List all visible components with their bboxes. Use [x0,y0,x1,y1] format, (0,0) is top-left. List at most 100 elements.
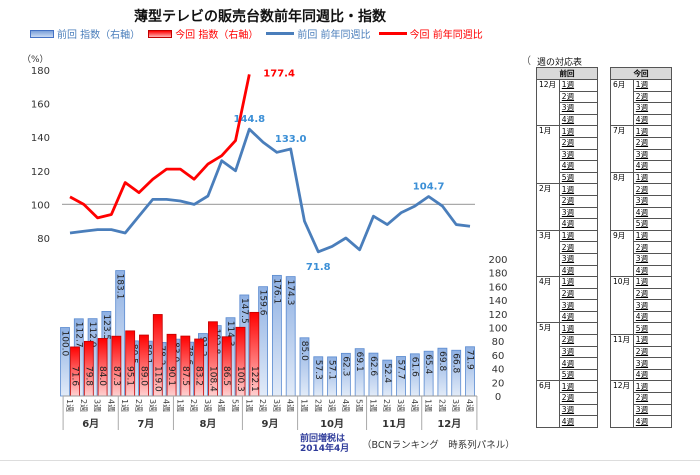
week-cell: 3週 [558,148,599,162]
legend-item-curr-index: 今回 指数（右軸） [148,26,258,41]
week-cell: 2週 [632,287,673,301]
week-cell: 1週 [632,276,673,289]
curr-index-label: 89.0 [138,366,148,386]
week-cell: 4週 [632,368,673,382]
table-row: 3週 [537,148,599,162]
week-cell: 1週 [632,79,673,92]
week-tick-label: 4週 [217,399,226,412]
table-row: 5月 1週 [536,322,599,382]
week-cell: 2週 [558,90,599,104]
curr-index-bar [125,330,136,397]
table-row: 4週 [611,160,673,173]
month-cell: 6月 [536,380,560,428]
prev-index-label: 114.3 [225,321,235,347]
week-cell: 4週 [558,218,599,231]
curr-index-label: 87.3 [111,366,121,386]
right-y-tick-label: 100 [488,324,507,335]
curr-index-label: 79.8 [83,366,93,386]
week-cell: 2週 [632,345,673,359]
week-tick-label: 2週 [437,399,446,412]
week-cell: 4週 [632,264,673,278]
y-tick-label: 80 [37,234,50,245]
table-row: 5週 [611,218,673,231]
week-cell: 1週 [558,79,599,92]
week-cell: 4週 [558,415,599,428]
week-tick-label: 5週 [231,399,240,412]
month-cell: 11月 [610,334,634,382]
data-label: 133.0 [275,134,307,145]
week-tick-label: 1週 [368,399,377,412]
week-cell: 2週 [558,392,599,405]
right-y-tick-label: 200 [488,255,507,266]
table-paren: （ [521,56,531,67]
week-tick-label: 2週 [134,399,143,412]
legend-swatch-blue-bar [30,29,54,38]
data-label: 71.8 [306,262,331,273]
prev-index-label: 174.3 [285,280,295,306]
table-row: 3週 [611,148,673,162]
right-y-tick-label: 0 [495,392,501,403]
table-row: 2週 [611,183,673,196]
prev-index-label: 57.1 [327,360,337,380]
week-cell: 3週 [558,299,599,312]
week-cell: 2週 [632,183,673,196]
y-tick-label: 100 [31,200,50,211]
prev-index-label: 123.5 [101,314,111,340]
month-cell: 3月 [536,229,560,278]
prev-yoy-line [69,127,471,254]
curr-index-label: 108.4 [207,366,217,392]
month-label: 10月 [320,418,344,430]
table-row: 4月 1週 [536,276,599,324]
table-row: 10月 1週 [610,276,673,336]
curr-index-label: 83.2 [194,366,204,386]
week-cell: 3週 [632,252,673,266]
week-cell: 2週 [632,136,673,150]
week-tick-label: 3週 [272,399,281,412]
table-row: 5週 [537,171,599,185]
week-cell: 4週 [558,310,599,324]
right-y-tick-label: 180 [488,269,507,280]
table-row: 2週 [537,241,599,254]
legend-label: 前回 前年同週比 [297,30,371,41]
table-row: 11月 1週 [610,334,673,382]
legend-swatch-red-bar [148,29,173,38]
week-cell: 1週 [558,229,599,243]
month-label: 11月 [382,418,406,430]
week-tick-label: 2週 [79,399,88,412]
month-cell: 8月 [610,171,634,231]
week-cell: 4週 [558,113,599,127]
week-tick-label: 2週 [313,399,322,412]
table-row: 4週 [537,160,599,173]
prev-index-label: 85.0 [299,341,309,361]
right-y-tick-label: 160 [488,282,507,293]
curr-index-label: 84.0 [97,366,107,386]
week-cell: 1週 [558,276,599,289]
month-cell: 4月 [536,276,560,324]
table-row: 12月 1週 [610,380,673,428]
y-tick-label: 140 [31,133,50,144]
week-cell: 3週 [632,357,673,370]
table-row: 3月 1週 [536,229,599,278]
week-tick-label: 1週 [175,399,184,412]
month-cell: 12月 [536,78,560,127]
legend-item-curr-yoy: 今回 前年同週比 [378,26,483,41]
prev-index-label: 62.3 [340,356,350,376]
curr-index-label: 95.1 [125,366,135,386]
week-cell: 5週 [558,368,599,382]
week-cell: 1週 [632,380,673,394]
week-cell: 3週 [558,403,599,417]
week-cell: 4週 [558,357,599,370]
month-label: 9月 [262,418,279,430]
index-chart: 0 20 40 60 80 100 120 140 160 180 200 100.0 112.7 112… [60,255,508,403]
week-tick-label: 2週 [258,399,267,412]
legend-label: 今回 指数（右軸） [175,30,259,41]
week-cell: 3週 [632,299,673,312]
week-cell: 3週 [632,403,673,417]
week-cell: 2週 [632,241,673,254]
week-cell: 2週 [632,392,673,405]
week-tick-label: 3週 [327,399,336,412]
month-cell: 5月 [536,322,560,382]
week-tick-label: 3週 [396,399,405,412]
right-y-tick-label: 40 [492,365,505,376]
prev-index-label: 183.1 [115,274,125,300]
